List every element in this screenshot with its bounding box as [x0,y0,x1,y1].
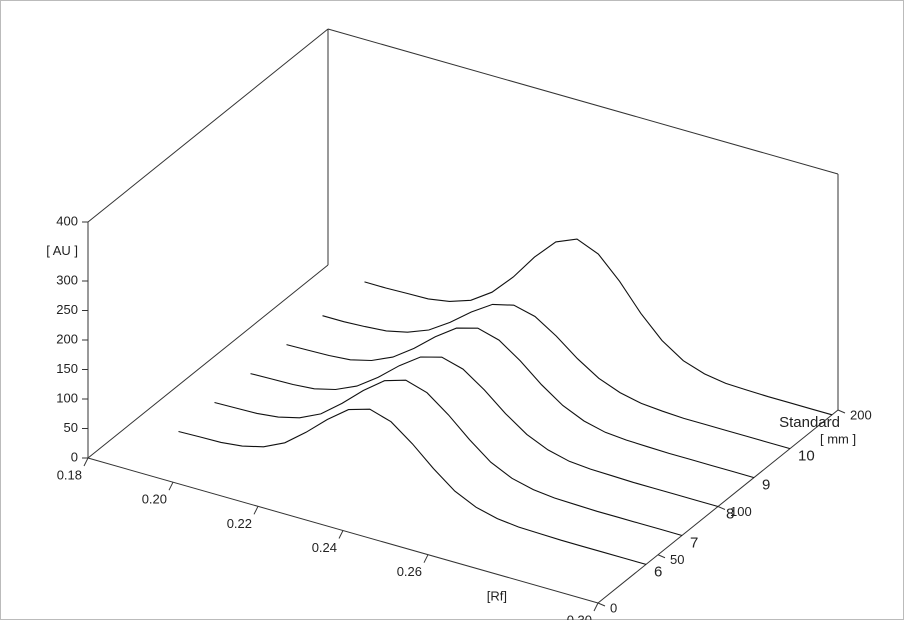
x-tick-label: 0.22 [227,516,252,531]
chart: 050100150200250300400[ AU ]0.180.200.220… [0,0,904,620]
y-tick-label: 150 [56,361,78,376]
series-label: 6 [654,563,662,580]
series-label: 8 [726,505,734,522]
series-label: 10 [798,448,815,465]
z-tick-label: 0 [610,600,617,615]
z-tick-label: 200 [850,407,872,422]
x-tick-label: 0.26 [397,564,422,579]
series-label: 7 [690,534,698,551]
y-tick-label: 50 [64,420,78,435]
z-axis-label: [ mm ] [820,432,856,447]
y-tick-label: 100 [56,390,78,405]
z-tick-label: 50 [670,552,684,567]
x-tick-label: 0.24 [312,540,337,555]
series-label: 9 [762,477,770,494]
x-tick-label: 0.20 [142,492,167,507]
y-tick-label: 300 [56,272,78,287]
series-label: Standard [779,414,840,431]
x-axis-label: [Rf] [487,588,507,603]
page: {"chart_data": { "type": "line3d", "x_la… [0,0,904,620]
y-axis-label: [ AU ] [46,243,78,258]
y-tick-label: 200 [56,331,78,346]
x-tick-label: 0.30 [567,612,592,620]
y-tick-label: 0 [71,449,78,464]
y-tick-label: 250 [56,302,78,317]
y-tick-label: 400 [56,213,78,228]
x-tick-label: 0.18 [57,467,82,482]
border [1,1,904,620]
